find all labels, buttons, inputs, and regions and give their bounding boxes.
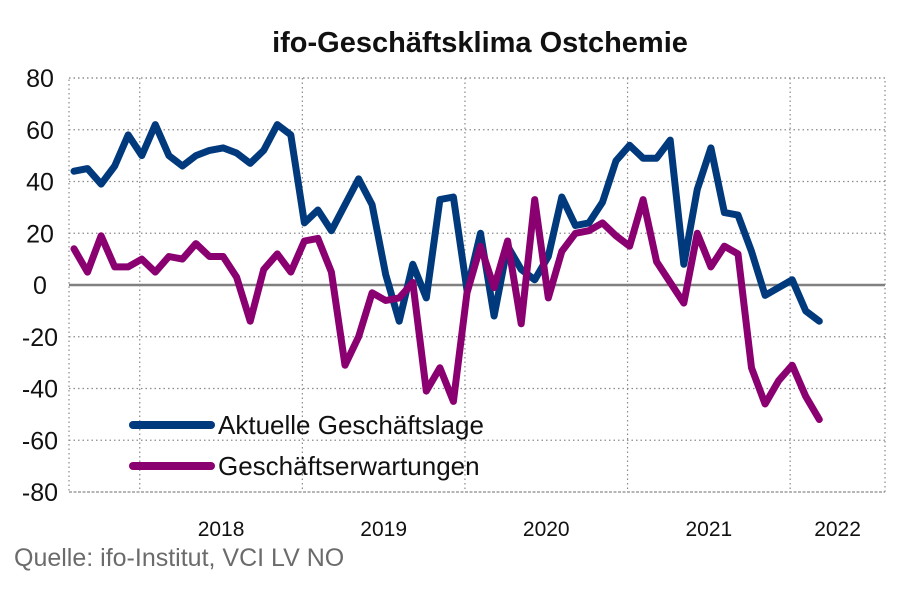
y-tick-label: -60 bbox=[22, 427, 58, 455]
legend: Aktuelle Geschäftslage Geschäftserwartung… bbox=[129, 410, 484, 481]
series-lines bbox=[70, 121, 823, 423]
y-tick-label: 60 bbox=[26, 117, 54, 145]
y-tick-label: -20 bbox=[22, 324, 58, 352]
x-tick-label: 2019 bbox=[360, 518, 407, 541]
x-tick-label: 2022 bbox=[814, 518, 861, 541]
legend-label: Geschäftserwartungen bbox=[218, 451, 480, 481]
y-tick-label: 0 bbox=[33, 272, 47, 300]
x-tick-label: 2018 bbox=[198, 518, 245, 541]
x-tick-label: 2021 bbox=[685, 518, 732, 541]
y-tick-label: -80 bbox=[22, 479, 58, 507]
series-line-1 bbox=[70, 121, 823, 325]
source-note: Quelle: ifo-Institut, VCI LV NO bbox=[14, 544, 345, 572]
x-axis-ticks: 2018 2019 2020 2021 2022 bbox=[198, 518, 861, 541]
y-tick-label: 40 bbox=[26, 169, 54, 197]
x-tick-label: 2020 bbox=[523, 518, 570, 541]
y-axis-ticks: 80 60 40 20 0 -20 -40 -60 -80 bbox=[22, 65, 58, 507]
series-line-2 bbox=[70, 196, 823, 423]
legend-label: Aktuelle Geschäftslage bbox=[218, 410, 484, 440]
y-tick-label: 80 bbox=[26, 65, 54, 93]
y-tick-label: -40 bbox=[22, 376, 58, 404]
chart-title: ifo-Geschäftsklima Ostchemie bbox=[272, 27, 688, 59]
y-tick-label: 20 bbox=[26, 220, 54, 248]
